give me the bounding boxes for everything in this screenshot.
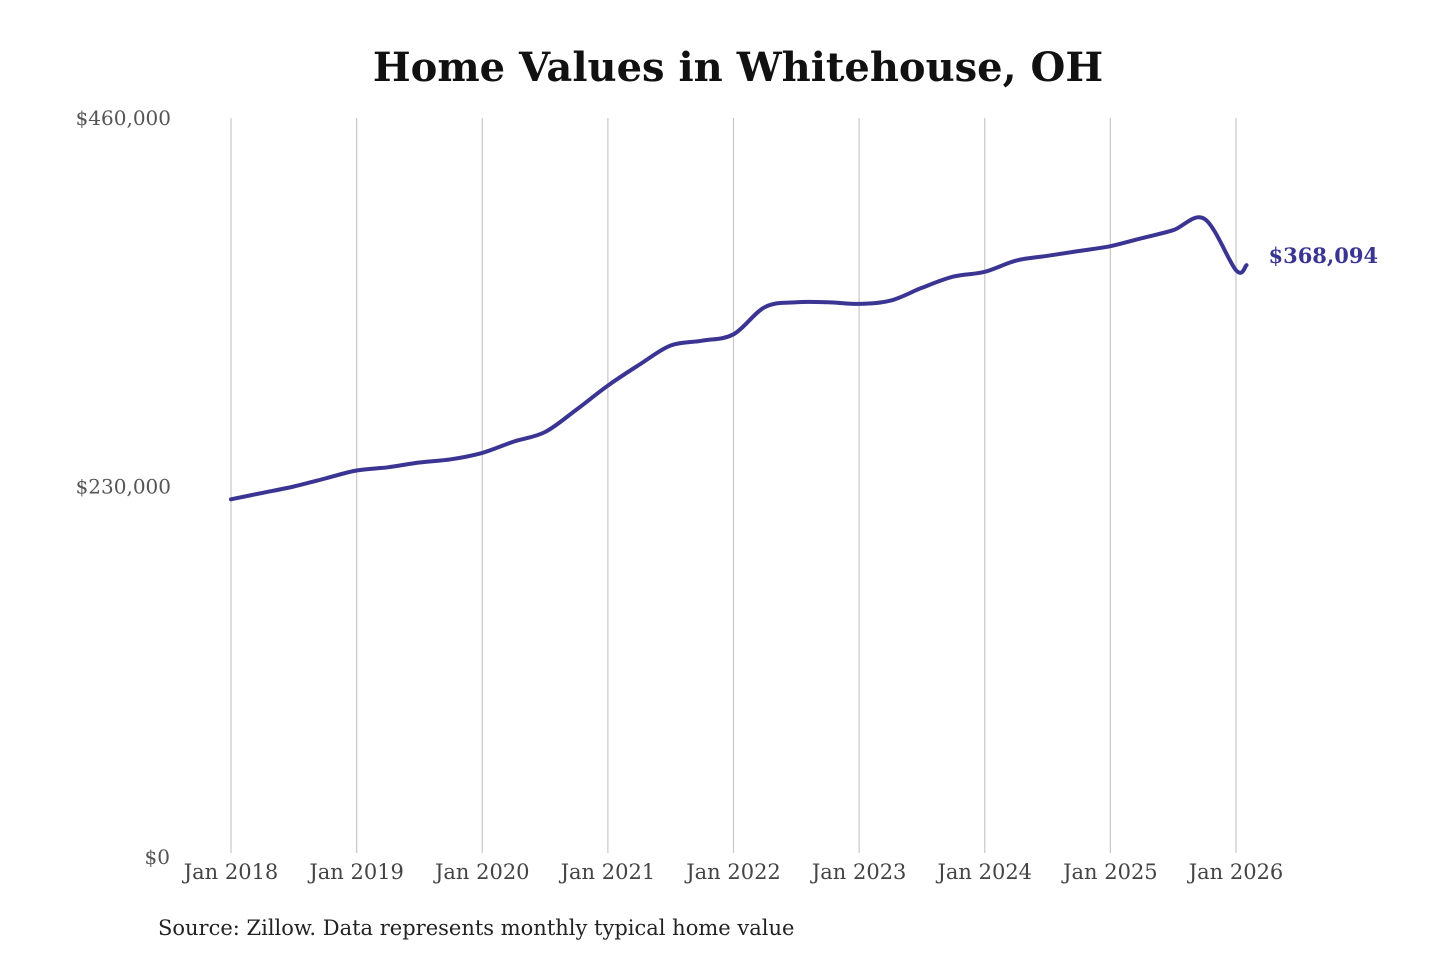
y-tick-label: $230,000 bbox=[76, 475, 171, 499]
end-value-label: $368,094 bbox=[1268, 243, 1378, 268]
x-tick-label: Jan 2022 bbox=[684, 860, 781, 884]
chart-title: Home Values in Whitehouse, OH bbox=[372, 44, 1104, 91]
x-axis-ticks: Jan 2018 Jan 2019 Jan 2020 Jan 2021 Jan 2022… bbox=[182, 860, 1284, 884]
y-tick-label: $460,000 bbox=[76, 106, 171, 130]
x-tick-label: Jan 2025 bbox=[1061, 860, 1158, 884]
x-tick-label: Jan 2021 bbox=[559, 860, 656, 884]
source-note: Source: Zillow. Data represents monthly … bbox=[158, 916, 795, 940]
gridlines bbox=[230, 118, 1237, 853]
x-tick-label: Jan 2023 bbox=[810, 860, 907, 884]
y-tick-label: $0 bbox=[145, 845, 170, 869]
y-axis-ticks: $0 $230,000 $460,000 bbox=[76, 106, 171, 869]
series-group bbox=[229, 215, 1249, 502]
x-tick-label: Jan 2020 bbox=[433, 860, 530, 884]
series-line bbox=[229, 215, 1249, 502]
x-tick-label: Jan 2024 bbox=[935, 860, 1032, 884]
x-tick-label: Jan 2026 bbox=[1187, 860, 1284, 884]
x-tick-label: Jan 2018 bbox=[182, 860, 279, 884]
x-tick-label: Jan 2019 bbox=[307, 860, 404, 884]
